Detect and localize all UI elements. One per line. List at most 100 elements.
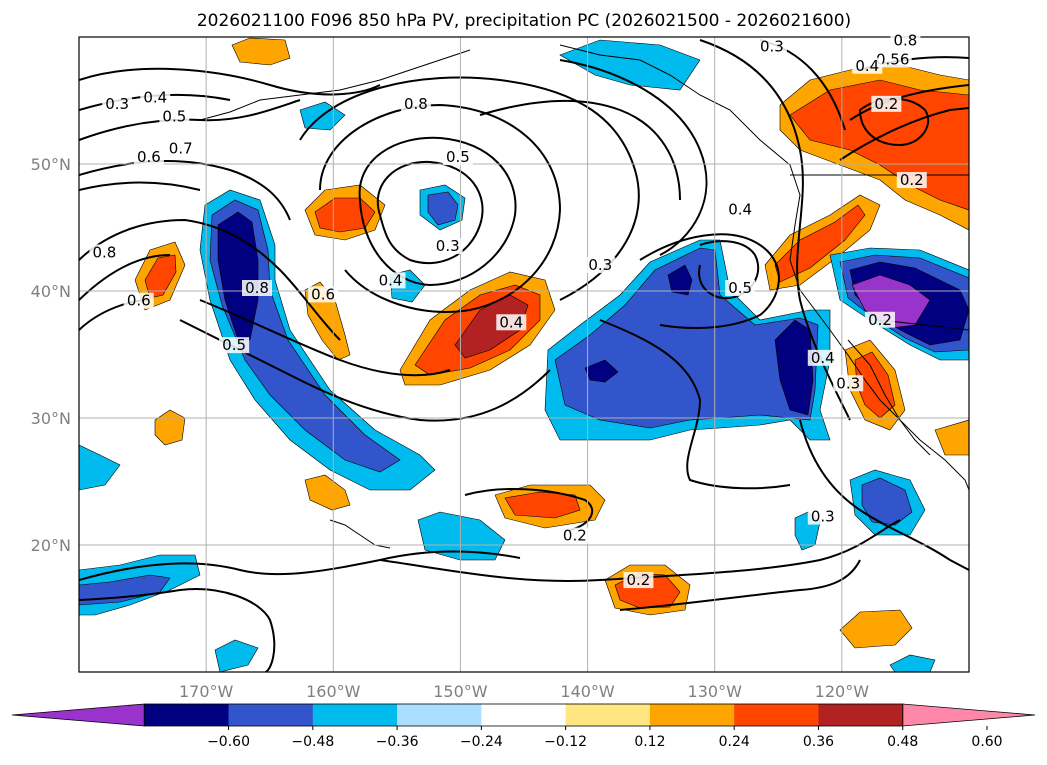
positive-region-small-5 xyxy=(934,419,969,456)
contour-label: 0.4 xyxy=(496,313,527,331)
lat-tick-label: 20°N xyxy=(31,536,71,555)
contour-label: 0.8 xyxy=(890,31,921,49)
negative-region-east-core-3 xyxy=(584,359,619,383)
negative-region-mexico-coast-core xyxy=(861,477,913,526)
contour-label-text: 0.4 xyxy=(379,271,403,289)
negative-region-gulf xyxy=(559,39,701,91)
pv-contour xyxy=(79,218,341,341)
coastline-baja xyxy=(847,339,931,456)
contour-label: 0.2 xyxy=(559,527,590,545)
contour-label-bg xyxy=(123,292,154,309)
lon-tick-label: 170°W xyxy=(179,682,234,701)
positive-region-small-2 xyxy=(154,409,186,446)
contour-label-bg xyxy=(432,238,463,255)
positive-region-southeast-core xyxy=(504,491,581,519)
contour-label-bg xyxy=(219,337,250,354)
contour-label-text: 0.7 xyxy=(169,139,193,157)
negative-region-southwest-3 xyxy=(79,444,121,491)
contour-label-text: 0.2 xyxy=(563,527,587,545)
axis-labels: 170°W 160°W 150°W 140°W 130°W 120°W 20°N 30°N 40… xyxy=(31,155,870,701)
colorbar-tick-label: 0.24 xyxy=(719,734,750,750)
positive-region-small-3 xyxy=(304,474,351,511)
precip-shading-positive xyxy=(134,37,969,649)
contour-label-bg xyxy=(442,149,473,166)
contour-label-bg xyxy=(852,57,883,74)
contour-label: 0.56 xyxy=(873,50,912,68)
contour-label-text: 0.4 xyxy=(855,57,879,75)
contour-label: 0.7 xyxy=(165,139,196,157)
contour-label-text: 0.5 xyxy=(728,279,752,297)
contour-label: 0.2 xyxy=(865,311,895,329)
lat-tick-label: 30°N xyxy=(31,409,71,428)
lat-tick-label: 50°N xyxy=(31,155,71,174)
colorbar-segment xyxy=(734,704,819,726)
negative-region-small-1-core xyxy=(427,191,459,226)
contour-label-bg xyxy=(102,95,133,112)
contour-label-bg xyxy=(159,108,190,125)
contour-label-bg xyxy=(807,508,838,525)
colorbar-segment xyxy=(649,704,735,726)
colorbar-segment xyxy=(144,704,230,726)
pv-contour xyxy=(639,233,780,329)
contour-label: 0.3 xyxy=(585,256,616,274)
lon-tick-label: 150°W xyxy=(433,682,488,701)
colorbar-tick-label: −0.24 xyxy=(460,734,503,750)
pv-contour xyxy=(799,419,969,571)
contour-label: 0.5 xyxy=(159,108,190,126)
lon-tick-label: 120°W xyxy=(815,682,870,701)
colorbar-segment xyxy=(565,704,651,726)
pv-contour xyxy=(379,519,901,582)
contour-label: 0.2 xyxy=(871,95,902,113)
contour-label-text: 0.56 xyxy=(876,50,909,68)
contour-labels: 0.3 0.40.50.6 0.70.80.60.80.80.50.30.40.50… xyxy=(89,31,927,589)
contour-label-bg xyxy=(833,375,864,392)
contour-label-text: 0.6 xyxy=(137,148,161,166)
contour-label: 0.6 xyxy=(308,285,339,303)
contour-label: 0.3 xyxy=(102,95,133,113)
pv-contour xyxy=(79,159,291,221)
contour-label: 0.5 xyxy=(219,336,250,354)
colorbar-segment xyxy=(481,704,567,726)
colorbar-tick-label: 0.60 xyxy=(971,734,1002,750)
pv-contour xyxy=(79,67,381,96)
contour-label: 0.4 xyxy=(807,349,838,367)
contour-label-text: 0.8 xyxy=(404,95,428,113)
negative-region-small-4 xyxy=(214,639,259,672)
contour-label-text: 0.3 xyxy=(836,374,860,392)
contour-label: 0.8 xyxy=(242,279,272,297)
contour-label-bg xyxy=(133,149,164,166)
contour-label: 0.3 xyxy=(756,38,787,56)
contour-label-bg xyxy=(623,572,654,589)
contour-label-text: 0.6 xyxy=(311,285,335,303)
positive-region-small-1 xyxy=(231,37,291,66)
contour-label-text: 0.4 xyxy=(499,313,523,331)
contour-label: 0.5 xyxy=(725,279,756,297)
pv-contour xyxy=(376,160,484,265)
colorbar-tick-label: −0.36 xyxy=(376,734,419,750)
figure-title: 2026021100 F096 850 hPa PV, precipitatio… xyxy=(197,11,851,31)
contour-label-text: 0.2 xyxy=(900,171,924,189)
coastline-hawaii xyxy=(329,519,391,549)
colorbar-tick-label: −0.48 xyxy=(291,734,334,750)
contour-label-bg xyxy=(585,257,616,274)
lon-tick-label: 140°W xyxy=(560,682,615,701)
contour-label-text: 0.4 xyxy=(811,349,835,367)
colorbar-segment xyxy=(818,704,904,726)
pv-contour xyxy=(79,588,276,672)
contour-label-text: 0.3 xyxy=(105,95,129,113)
contour-label: 0.2 xyxy=(623,571,654,589)
contour-label-text: 0.2 xyxy=(626,571,650,589)
contour-label-text: 0.4 xyxy=(728,200,752,218)
contour-label: 0.2 xyxy=(896,171,927,189)
contour-label-bg xyxy=(400,95,431,112)
contour-label-bg xyxy=(807,349,838,366)
pv-contour xyxy=(599,319,791,490)
lat-tick-label: 40°N xyxy=(31,282,71,301)
colorbar-tick-label: −0.60 xyxy=(207,734,250,750)
coastline-alaska xyxy=(559,44,969,491)
contour-label-text: 0.8 xyxy=(92,243,116,261)
colorbar-tick-label: 0.36 xyxy=(803,734,834,750)
coastlines xyxy=(199,44,969,549)
contour-label-bg xyxy=(496,314,527,331)
map-axes: 0.3 0.40.50.6 0.70.80.60.80.80.50.30.40.50… xyxy=(31,31,970,701)
